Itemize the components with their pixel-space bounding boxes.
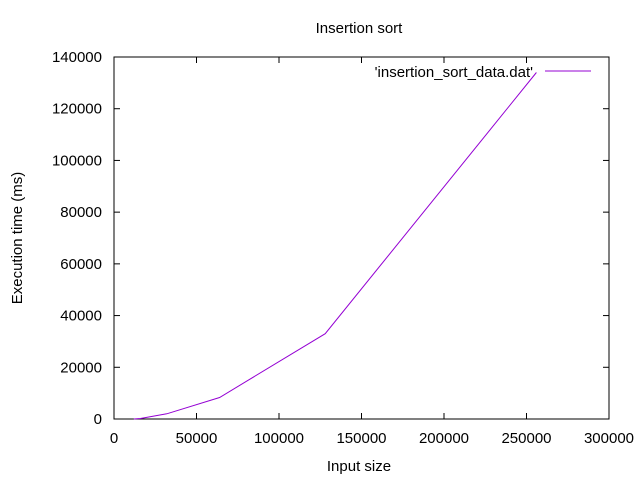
y-tick-label: 120000 <box>52 101 102 118</box>
x-tick-label: 300000 <box>584 430 634 447</box>
series-group <box>133 72 537 420</box>
y-tick-label: 60000 <box>60 256 102 273</box>
x-tick-label: 0 <box>110 430 118 447</box>
legend-label: 'insertion_sort_data.dat' <box>375 64 533 81</box>
y-tick-label: 20000 <box>60 359 102 376</box>
chart-title: Insertion sort <box>316 20 404 37</box>
y-axis: 0 20000 40000 60000 80000 100000 120000 140000 <box>52 49 609 428</box>
legend: 'insertion_sort_data.dat' <box>375 64 591 81</box>
x-tick-label: 150000 <box>336 430 386 447</box>
y-tick-label: 80000 <box>60 204 102 221</box>
y-tick-label: 0 <box>94 411 102 428</box>
plot-frame <box>113 56 610 420</box>
y-tick-label: 140000 <box>52 49 102 66</box>
y-axis-label: Execution time (ms) <box>9 172 26 305</box>
x-tick-label: 200000 <box>419 430 469 447</box>
x-axis: 0 50000 100000 150000 200000 250000 300000 <box>110 57 634 447</box>
x-tick-label: 250000 <box>501 430 551 447</box>
series-line <box>133 72 537 420</box>
x-axis-label: Input size <box>327 458 391 475</box>
x-tick-label: 50000 <box>176 430 218 447</box>
y-tick-label: 40000 <box>60 308 102 325</box>
x-tick-label: 100000 <box>254 430 304 447</box>
y-tick-label: 100000 <box>52 152 102 169</box>
